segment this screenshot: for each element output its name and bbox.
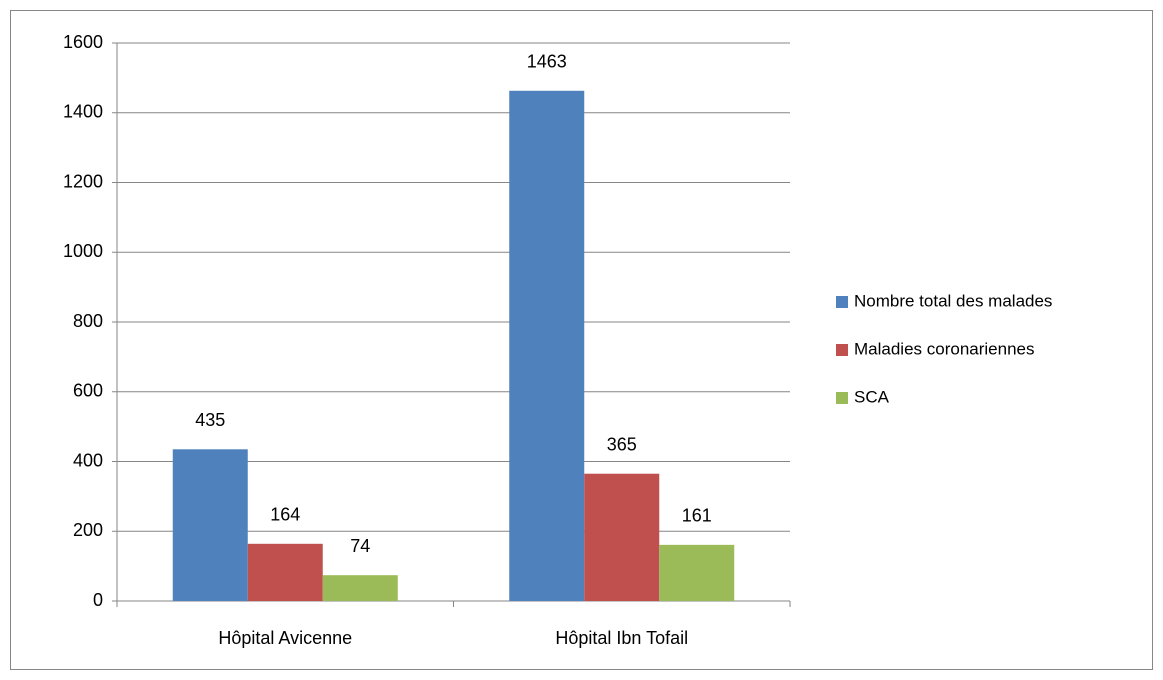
- data-label: 435: [195, 410, 225, 430]
- bar: [509, 90, 585, 601]
- data-label: 161: [682, 506, 712, 526]
- x-tick-label: Hôpital Avicenne: [218, 628, 352, 648]
- y-tick-label: 400: [73, 450, 103, 470]
- bar: [584, 473, 660, 601]
- data-label: 74: [350, 536, 370, 556]
- y-tick-label: 0: [93, 590, 103, 610]
- legend-label: Nombre total des malades: [854, 291, 1052, 310]
- bar: [172, 449, 248, 601]
- y-tick-label: 600: [73, 381, 103, 401]
- data-label: 1463: [527, 52, 567, 72]
- legend-swatch: [836, 296, 848, 308]
- legend-swatch: [836, 344, 848, 356]
- y-tick-label: 1200: [63, 171, 103, 191]
- y-tick-label: 1400: [63, 102, 103, 122]
- y-tick-label: 1600: [63, 32, 103, 52]
- bar: [247, 543, 323, 601]
- legend-label: SCA: [854, 387, 890, 406]
- bar: [322, 575, 398, 601]
- x-tick-label: Hôpital Ibn Tofail: [555, 628, 688, 648]
- y-tick-label: 800: [73, 311, 103, 331]
- legend-swatch: [836, 392, 848, 404]
- y-tick-label: 200: [73, 520, 103, 540]
- bar: [659, 544, 735, 601]
- data-label: 164: [270, 505, 300, 525]
- y-tick-label: 1000: [63, 241, 103, 261]
- legend: Nombre total des malades Maladies coronar…: [836, 291, 1052, 406]
- data-label: 365: [607, 434, 637, 454]
- legend-label: Maladies coronariennes: [854, 339, 1035, 358]
